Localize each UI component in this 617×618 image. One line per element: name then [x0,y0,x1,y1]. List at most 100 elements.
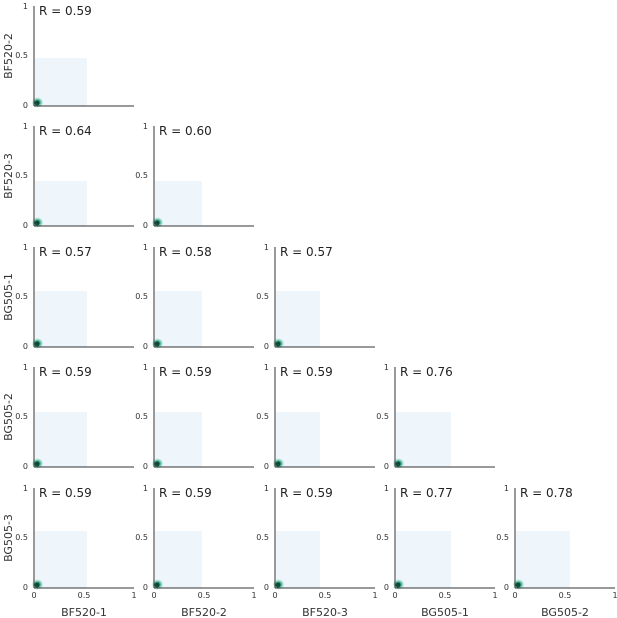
panel-4-4: 0 0.5 1 0 0.5 1 R = 0.78 [496,484,617,600]
y-tick-label: 0.5 [15,292,28,301]
y-tick-label: 0 [143,342,148,351]
panel-3-2: 0 0.5 1 R = 0.59 [256,363,375,471]
y-tick-label: 0 [23,462,28,471]
y-tick-label: 0.5 [15,533,28,542]
y-tick-label: 0.5 [256,533,269,542]
y-tick-label: 0 [143,583,148,592]
correlation-label: R = 0.78 [520,486,573,500]
x-tick-label: 1 [612,591,617,600]
panel-1-0: 0 0.5 1 R = 0.64 [15,122,134,230]
y-tick-label: 0 [264,462,269,471]
x-tick-label: 0 [151,591,156,600]
density-background [155,531,202,588]
panel-2-0: 0 0.5 1 R = 0.57 [15,243,134,351]
density-core [34,461,40,467]
y-tick-label: 1 [504,484,509,493]
y-tick-label: 1 [264,484,269,493]
y-tick-label: 1 [143,363,148,372]
x-tick-label: 0.5 [78,591,91,600]
y-tick-label: 0 [384,462,389,471]
x-tick-label: 1 [251,591,256,600]
y-tick-label: 0.5 [15,51,28,60]
panel-4-1: 0 0.5 1 0 0.5 1 R = 0.59 [135,484,256,600]
x-axis-label: BF520-3 [302,606,348,618]
y-tick-label: 0 [264,583,269,592]
y-tick-label: 1 [23,122,28,131]
density-background [155,291,202,347]
y-axis-label: BF520-2 [2,33,15,79]
panel-3-1: 0 0.5 1 R = 0.59 [135,363,254,471]
y-tick-label: 0.5 [15,412,28,421]
density-background [276,291,320,347]
x-tick-label: 0.5 [439,591,452,600]
x-tick-label: 0 [392,591,397,600]
y-tick-label: 0 [264,342,269,351]
panel-4-3: 0 0.5 1 0 0.5 1 R = 0.77 [376,484,497,600]
x-axis-label: BF520-1 [61,606,107,618]
y-axis-label: BG505-1 [2,273,15,321]
density-core [154,341,160,347]
correlation-label: R = 0.60 [159,124,212,138]
density-background [396,412,451,467]
y-tick-label: 1 [23,2,28,11]
correlation-label: R = 0.58 [159,245,212,259]
density-background [276,412,320,467]
correlation-label: R = 0.57 [39,245,92,259]
y-tick-label: 1 [143,243,148,252]
density-core [515,582,521,588]
x-tick-label: 1 [492,591,497,600]
density-core [275,582,281,588]
density-background [35,531,87,588]
y-axis-labels: BF520-2 BF520-3 BG505-1 BG505-2 BG505-3 [2,33,15,562]
x-tick-label: 1 [131,591,136,600]
y-axis-label: BG505-2 [2,393,15,441]
y-tick-label: 0 [23,342,28,351]
correlation-label: R = 0.77 [400,486,453,500]
x-tick-label: 1 [372,591,377,600]
y-tick-label: 1 [264,243,269,252]
panel-1-1: 0 0.5 1 R = 0.60 [135,122,254,230]
y-tick-label: 1 [384,484,389,493]
y-tick-label: 0 [504,583,509,592]
density-core [154,582,160,588]
correlation-label: R = 0.59 [159,486,212,500]
y-tick-label: 0 [143,462,148,471]
x-axis-label: BG505-2 [541,606,589,618]
x-axis-labels: BF520-1 BF520-2 BF520-3 BG505-1 BG505-2 [61,606,589,618]
panel-3-0: 0 0.5 1 R = 0.59 [15,363,134,471]
y-tick-label: 0.5 [376,533,389,542]
y-tick-label: 1 [264,363,269,372]
y-tick-label: 0 [23,101,28,110]
y-tick-label: 1 [23,484,28,493]
panel-0-0: 0 0.5 1 R = 0.59 [15,2,134,110]
x-tick-label: 0 [512,591,517,600]
density-core [395,461,401,467]
y-tick-label: 0.5 [15,171,28,180]
y-tick-label: 0.5 [256,412,269,421]
density-core [275,461,281,467]
correlation-label: R = 0.59 [280,486,333,500]
y-tick-label: 0.5 [256,292,269,301]
y-tick-label: 0 [23,583,28,592]
density-background [35,181,87,226]
y-tick-label: 0.5 [496,533,509,542]
y-axis-label: BG505-3 [2,514,15,562]
density-background [276,531,320,588]
density-background [396,531,451,588]
density-core [154,220,160,226]
x-tick-label: 0.5 [198,591,211,600]
y-tick-label: 0.5 [135,292,148,301]
density-core [34,341,40,347]
x-axis-label: BG505-1 [421,606,469,618]
density-core [395,582,401,588]
x-tick-label: 0 [31,591,36,600]
correlation-label: R = 0.59 [39,365,92,379]
y-tick-label: 1 [384,363,389,372]
y-tick-label: 0.5 [135,533,148,542]
y-tick-label: 0 [143,221,148,230]
density-background [155,412,202,467]
panel-4-0: 0 0.5 1 0 0.5 1 R = 0.59 [15,484,136,600]
y-tick-label: 0.5 [376,412,389,421]
